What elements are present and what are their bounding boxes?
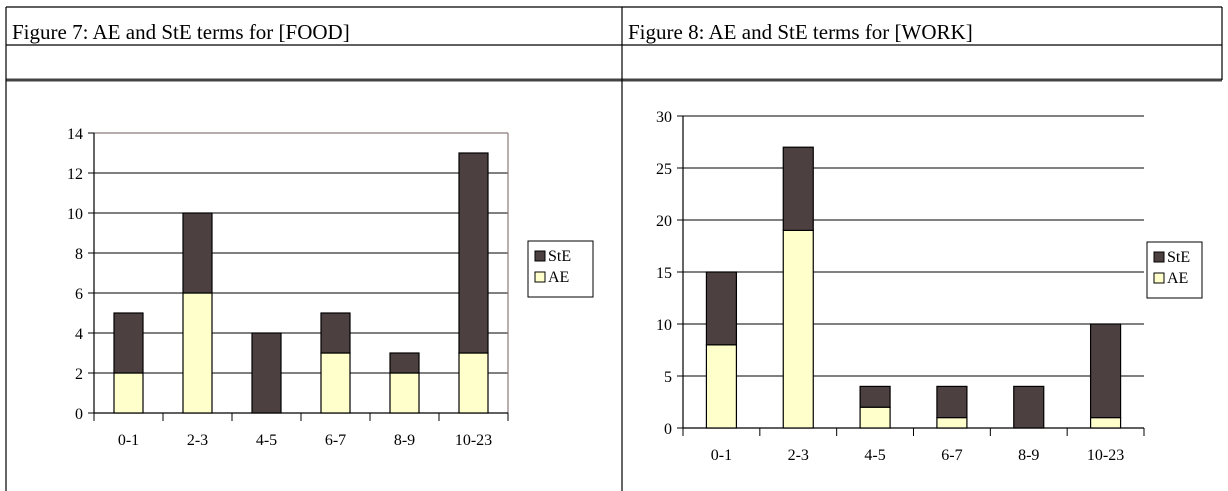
y-tick-label: 10 bbox=[67, 206, 83, 223]
y-tick-label: 0 bbox=[664, 421, 672, 438]
legend-swatch-ste bbox=[1153, 251, 1165, 263]
bar-ste-4-5 bbox=[251, 332, 282, 414]
bar-ste-8-9 bbox=[389, 352, 420, 374]
x-tick-label: 2-3 bbox=[788, 447, 809, 464]
bar-ste-8-9 bbox=[1013, 385, 1045, 429]
y-tick-label: 25 bbox=[656, 161, 672, 178]
bar-ae-10-23 bbox=[1089, 417, 1122, 429]
y-tick-label: 14 bbox=[67, 126, 83, 143]
bar-ae-8-9 bbox=[389, 372, 420, 414]
bar-ae-6-7 bbox=[936, 417, 968, 429]
figure-7-caption: Figure 7: AE and StE terms for [FOOD] bbox=[12, 20, 350, 44]
legend-label-ste: StE bbox=[1167, 249, 1190, 266]
y-tick-label: 6 bbox=[75, 286, 83, 303]
legend-label-ste: StE bbox=[548, 248, 571, 265]
x-tick-label: 4-5 bbox=[864, 447, 885, 464]
bar-ae-2-3 bbox=[782, 229, 814, 429]
x-tick-label: 0-1 bbox=[118, 432, 139, 449]
x-tick-label: 6-7 bbox=[325, 432, 346, 449]
bar-ste-6-7 bbox=[320, 312, 351, 354]
legend-swatch-ste bbox=[534, 250, 546, 262]
bar-ste-6-7 bbox=[936, 385, 968, 419]
bar-ste-4-5 bbox=[859, 385, 891, 408]
legend-label-ae: AE bbox=[1167, 270, 1188, 287]
bar-ae-0-1 bbox=[705, 344, 738, 429]
y-tick-label: 0 bbox=[75, 406, 83, 423]
bar-ste-0-1 bbox=[705, 271, 738, 346]
bar-ae-0-1 bbox=[113, 372, 144, 414]
y-tick-label: 5 bbox=[664, 369, 672, 386]
x-tick-label: 4-5 bbox=[256, 432, 277, 449]
x-tick-label: 8-9 bbox=[1018, 447, 1039, 464]
y-tick-label: 20 bbox=[656, 213, 672, 230]
bar-ae-2-3 bbox=[182, 292, 213, 414]
bar-ae-10-23 bbox=[458, 352, 489, 414]
legend-swatch-ae bbox=[1153, 272, 1165, 284]
legend-box bbox=[527, 240, 594, 298]
bar-ste-10-23 bbox=[1089, 323, 1122, 419]
bar-ste-2-3 bbox=[782, 146, 814, 231]
x-tick-label: 0-1 bbox=[711, 447, 732, 464]
y-tick-label: 30 bbox=[656, 109, 672, 126]
x-tick-label: 6-7 bbox=[941, 447, 962, 464]
y-tick-label: 2 bbox=[75, 366, 83, 383]
figure-8-caption: Figure 8: AE and StE terms for [WORK] bbox=[628, 20, 973, 44]
bar-ae-4-5 bbox=[859, 406, 891, 429]
y-tick-label: 10 bbox=[656, 317, 672, 334]
y-tick-label: 4 bbox=[75, 326, 83, 343]
legend-label-ae: AE bbox=[548, 269, 569, 286]
x-tick-label: 8-9 bbox=[394, 432, 415, 449]
x-tick-label: 10-23 bbox=[1087, 447, 1124, 464]
x-tick-label: 2-3 bbox=[187, 432, 208, 449]
x-tick-label: 10-23 bbox=[455, 432, 492, 449]
y-tick-label: 8 bbox=[75, 246, 83, 263]
y-tick-label: 15 bbox=[656, 265, 672, 282]
bar-ae-6-7 bbox=[320, 352, 351, 414]
legend-swatch-ae bbox=[534, 271, 546, 283]
bar-ste-0-1 bbox=[113, 312, 144, 374]
bar-ste-10-23 bbox=[458, 152, 489, 354]
y-tick-label: 12 bbox=[67, 166, 83, 183]
bar-ste-2-3 bbox=[182, 212, 213, 294]
legend-box bbox=[1146, 241, 1203, 299]
